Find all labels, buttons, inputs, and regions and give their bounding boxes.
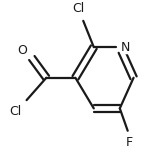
Text: O: O — [17, 44, 27, 57]
Text: N: N — [121, 41, 131, 54]
Text: F: F — [125, 136, 132, 148]
Text: Cl: Cl — [72, 2, 85, 15]
Text: Cl: Cl — [9, 105, 21, 118]
